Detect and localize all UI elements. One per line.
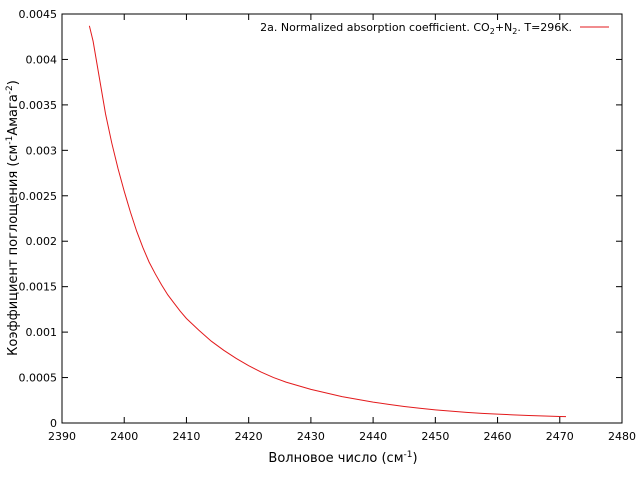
x-tick-label-6: 2450 [421, 430, 449, 443]
x-tick-label-4: 2430 [297, 430, 325, 443]
x-tick-label-7: 2460 [484, 430, 512, 443]
y-tick-label-6: 0.003 [26, 144, 58, 157]
x-tick-label-2: 2410 [172, 430, 200, 443]
y-tick-label-9: 0.0045 [19, 8, 58, 21]
y-tick-label-3: 0.0015 [19, 281, 58, 294]
y-tick-label-5: 0.0025 [19, 190, 58, 203]
x-tick-label-1: 2400 [110, 430, 138, 443]
legend-entry-text: 2a. Normalized absorption coefficient. C… [260, 21, 572, 36]
x-tick-label-0: 2390 [48, 430, 76, 443]
y-axis-ticks: 0 0.0005 0.001 0.0015 0.002 0.0025 0.003 0.0035… [19, 8, 622, 430]
x-axis-label: Волновое число (см-1) [268, 450, 417, 466]
y-axis-label: Коэффициент поглощения (см-1Амага-2) [5, 80, 21, 356]
y-tick-label-8: 0.004 [26, 53, 58, 66]
y-tick-label-1: 0.0005 [19, 372, 58, 385]
y-tick-label-7: 0.0035 [19, 99, 58, 112]
plot-frame [61, 13, 623, 424]
y-tick-label-4: 0.002 [26, 235, 58, 248]
x-tick-label-8: 2470 [546, 430, 574, 443]
x-tick-label-9: 2480 [608, 430, 636, 443]
y-tick-label-2: 0.001 [26, 326, 58, 339]
x-tick-label-5: 2440 [359, 430, 387, 443]
x-tick-label-3: 2420 [235, 430, 263, 443]
x-axis-ticks: 2390 2400 2410 2420 2430 2440 2450 2460 2470 2480 [48, 14, 636, 443]
y-tick-label-0: 0 [50, 417, 57, 430]
absorption-series-line [88, 25, 567, 418]
